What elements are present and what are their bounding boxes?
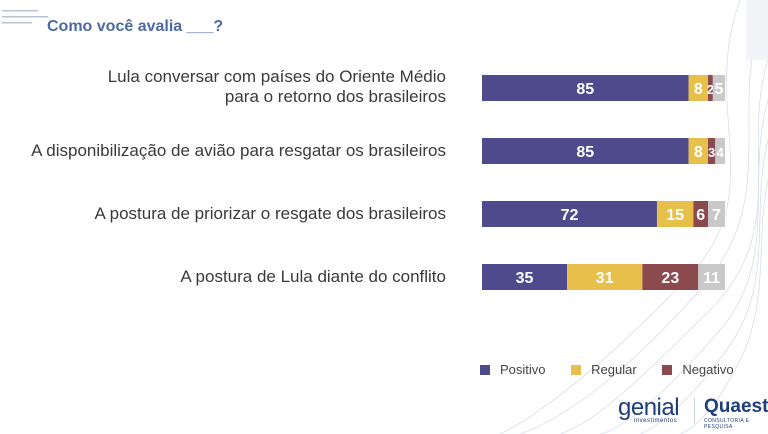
legend-item-regular: Regular <box>571 362 637 377</box>
bar-row1-outros <box>715 138 725 164</box>
legend-label-regular: Regular <box>591 362 637 377</box>
bar-row1-negativo <box>707 138 716 164</box>
bar-value-row0-regular: 8 <box>694 81 703 98</box>
quaest-logo-subtitle: CONSULTORIA E PESQUISA <box>704 418 750 430</box>
logo-divider <box>694 398 695 424</box>
bar-row2-positivo <box>482 201 657 227</box>
bar-row2-outros <box>707 201 725 227</box>
row-label-3-line-1: A postura de Lula diante do conflito <box>180 267 446 286</box>
legend-swatch-negativo <box>662 364 673 375</box>
row-label-3: A postura de Lula diante do conflito <box>6 267 446 287</box>
genial-logo-subtitle: investimentos <box>634 418 678 424</box>
bar-value-row2-regular: 15 <box>666 207 684 224</box>
bar-row3-regular <box>567 264 643 290</box>
bar-value-row2-positivo: 72 <box>561 207 579 224</box>
bar-row0-positivo <box>482 75 689 101</box>
bar-row1-regular <box>688 138 708 164</box>
genial-logo: genial <box>618 394 680 421</box>
bar-row0-regular <box>688 75 708 101</box>
bar-value-row3-positivo: 35 <box>516 270 534 287</box>
bar-row0-outros <box>712 75 725 101</box>
dot-pattern-decoration <box>2 10 48 24</box>
bar-value-row3-regular: 31 <box>596 270 614 287</box>
chart-title: Como você avalia ___? <box>47 18 224 35</box>
bar-value-row1-regular: 8 <box>694 144 703 161</box>
row-label-0: Lula conversar com países do Oriente Méd… <box>6 67 446 107</box>
legend-swatch-regular <box>571 364 582 375</box>
bar-value-row2-outros: 7 <box>712 207 721 224</box>
quaest-logo: Quaest <box>704 396 768 417</box>
bar-row3-positivo <box>482 264 568 290</box>
bar-value-row3-negativo: 23 <box>661 270 679 287</box>
legend: Positivo Regular Negativo <box>480 362 737 382</box>
bar-value-row1-outros: 4 <box>717 145 725 160</box>
bar-value-row1-positivo: 85 <box>576 144 594 161</box>
bar-value-row0-negativo: 2 <box>707 82 714 97</box>
bar-row3-outros <box>698 264 725 290</box>
bar-row3-negativo <box>642 264 699 290</box>
row-label-2: A postura de priorizar o resgate dos bra… <box>6 204 446 224</box>
row-label-1-line-1: A disponibilização de avião para resgata… <box>31 141 446 160</box>
row-label-2-line-1: A postura de priorizar o resgate dos bra… <box>94 204 446 223</box>
row-label-1: A disponibilização de avião para resgata… <box>6 141 446 161</box>
legend-label-positivo: Positivo <box>500 362 546 377</box>
legend-item-negativo: Negativo <box>662 362 734 377</box>
bar-row1-positivo <box>482 138 689 164</box>
bar-row0-negativo <box>707 75 713 101</box>
bar-value-row0-positivo: 85 <box>576 81 594 98</box>
legend-swatch-positivo <box>480 364 490 375</box>
bar-value-row1-negativo: 3 <box>708 145 715 160</box>
bar-value-row2-negativo: 6 <box>696 207 705 224</box>
footer-logos: genial investimentos Quaest CONSULTORIA … <box>614 394 768 430</box>
row-label-0-line-2: para o retorno dos brasileiros <box>224 87 446 106</box>
row-label-0-line-1: Lula conversar com países do Oriente Méd… <box>107 67 446 86</box>
legend-label-negativo: Negativo <box>682 362 734 377</box>
bar-value-row0-outros: 5 <box>714 81 723 98</box>
legend-item-positivo: Positivo <box>480 362 546 377</box>
bar-value-row3-outros: 11 <box>703 270 720 287</box>
bar-row2-negativo <box>693 201 708 227</box>
bar-row2-regular <box>656 201 694 227</box>
